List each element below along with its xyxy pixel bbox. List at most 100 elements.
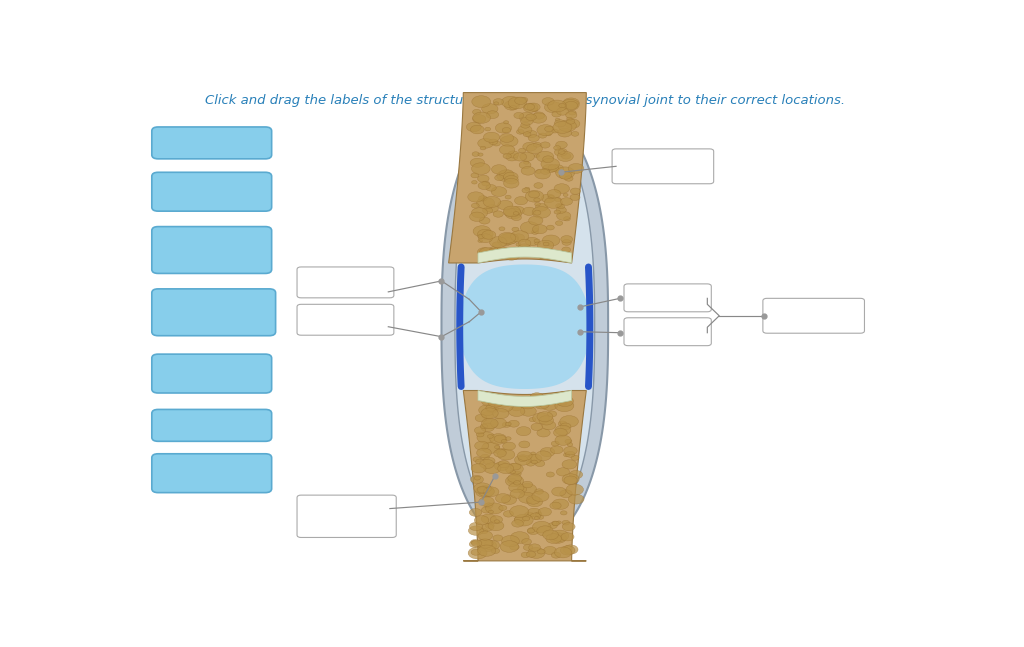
Circle shape — [519, 161, 531, 169]
Circle shape — [518, 239, 530, 247]
Circle shape — [556, 204, 563, 208]
Circle shape — [545, 126, 553, 131]
Circle shape — [532, 225, 547, 234]
Circle shape — [468, 192, 484, 202]
Polygon shape — [455, 115, 595, 538]
Circle shape — [559, 171, 571, 179]
Circle shape — [478, 138, 494, 148]
Circle shape — [547, 225, 554, 230]
Circle shape — [496, 247, 509, 256]
Circle shape — [565, 439, 571, 444]
Circle shape — [520, 399, 536, 409]
Circle shape — [470, 159, 484, 168]
Circle shape — [498, 400, 505, 404]
Circle shape — [516, 426, 530, 435]
Circle shape — [509, 483, 524, 492]
Circle shape — [478, 234, 484, 239]
Circle shape — [478, 405, 496, 415]
Circle shape — [470, 212, 484, 221]
Circle shape — [538, 516, 544, 520]
Circle shape — [553, 393, 565, 400]
Text: Joint
(articular)
capsule: Joint (articular) capsule — [180, 228, 243, 272]
Circle shape — [495, 175, 504, 181]
Circle shape — [548, 253, 555, 257]
Circle shape — [527, 527, 539, 534]
Circle shape — [471, 203, 479, 208]
Circle shape — [490, 418, 507, 428]
Circle shape — [563, 453, 570, 457]
Circle shape — [526, 114, 537, 120]
Circle shape — [554, 210, 560, 214]
Circle shape — [509, 406, 525, 417]
Circle shape — [511, 404, 521, 411]
Circle shape — [477, 229, 494, 239]
Circle shape — [477, 540, 497, 552]
Circle shape — [541, 448, 555, 457]
Circle shape — [486, 111, 499, 118]
Circle shape — [478, 195, 487, 201]
Circle shape — [541, 169, 550, 175]
Circle shape — [486, 204, 499, 212]
Circle shape — [499, 170, 514, 179]
Circle shape — [558, 149, 565, 154]
Circle shape — [496, 448, 507, 455]
Circle shape — [483, 419, 498, 428]
Polygon shape — [463, 391, 587, 561]
Circle shape — [528, 191, 540, 198]
Circle shape — [561, 532, 574, 541]
Circle shape — [474, 476, 480, 480]
Circle shape — [555, 391, 571, 402]
Circle shape — [556, 468, 569, 476]
Circle shape — [476, 197, 495, 209]
Circle shape — [485, 523, 495, 529]
Circle shape — [503, 153, 511, 159]
Circle shape — [542, 98, 554, 105]
Circle shape — [565, 119, 580, 128]
Circle shape — [510, 463, 521, 470]
Circle shape — [539, 508, 552, 516]
Circle shape — [518, 483, 537, 496]
Circle shape — [566, 117, 572, 120]
Circle shape — [547, 190, 561, 198]
Circle shape — [555, 221, 563, 225]
Circle shape — [546, 534, 561, 543]
Circle shape — [500, 541, 518, 553]
Circle shape — [522, 538, 531, 545]
Circle shape — [567, 443, 572, 446]
Circle shape — [527, 454, 542, 463]
Circle shape — [527, 547, 545, 558]
Circle shape — [539, 416, 554, 425]
Circle shape — [506, 437, 511, 441]
Circle shape — [526, 461, 535, 466]
Circle shape — [525, 190, 544, 202]
Circle shape — [504, 101, 519, 110]
Circle shape — [526, 551, 536, 557]
Circle shape — [478, 545, 496, 556]
Circle shape — [482, 181, 489, 186]
Circle shape — [482, 523, 494, 531]
Circle shape — [548, 523, 557, 529]
Circle shape — [535, 169, 550, 179]
Circle shape — [531, 491, 549, 501]
Circle shape — [527, 248, 539, 255]
Circle shape — [535, 516, 540, 520]
Circle shape — [524, 104, 535, 110]
Circle shape — [518, 126, 532, 134]
Circle shape — [557, 204, 564, 209]
FancyBboxPatch shape — [152, 172, 271, 211]
Circle shape — [484, 540, 500, 550]
Circle shape — [564, 446, 578, 455]
FancyBboxPatch shape — [612, 149, 714, 184]
Circle shape — [565, 111, 577, 118]
Circle shape — [521, 166, 535, 175]
Circle shape — [494, 449, 506, 457]
Circle shape — [475, 459, 484, 465]
Circle shape — [571, 131, 579, 137]
Circle shape — [500, 234, 517, 245]
Circle shape — [484, 127, 490, 131]
Circle shape — [560, 490, 572, 498]
Circle shape — [478, 539, 493, 548]
Circle shape — [498, 461, 510, 468]
Circle shape — [485, 184, 497, 191]
Circle shape — [483, 463, 501, 474]
